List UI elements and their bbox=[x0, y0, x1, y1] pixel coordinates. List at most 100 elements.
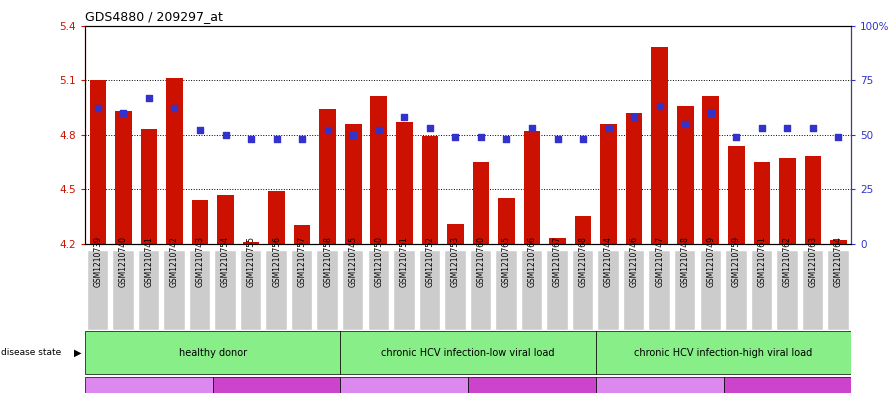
Point bbox=[703, 110, 718, 116]
Text: disease state: disease state bbox=[1, 349, 61, 357]
FancyBboxPatch shape bbox=[241, 251, 262, 330]
FancyBboxPatch shape bbox=[85, 376, 213, 393]
Bar bbox=[625, 113, 642, 244]
Bar bbox=[676, 105, 694, 244]
Point bbox=[678, 121, 693, 127]
Bar bbox=[498, 198, 515, 244]
Point bbox=[193, 127, 207, 133]
Point bbox=[397, 114, 411, 120]
Text: GSM1210741: GSM1210741 bbox=[144, 236, 153, 287]
Point bbox=[601, 125, 616, 131]
Bar bbox=[294, 226, 311, 244]
FancyBboxPatch shape bbox=[650, 251, 670, 330]
FancyBboxPatch shape bbox=[190, 251, 211, 330]
FancyBboxPatch shape bbox=[368, 251, 389, 330]
Bar bbox=[370, 96, 387, 244]
Point bbox=[474, 134, 488, 140]
Bar bbox=[805, 156, 822, 244]
Text: GSM1210739: GSM1210739 bbox=[93, 236, 102, 287]
Text: GSM1210747: GSM1210747 bbox=[655, 236, 664, 287]
FancyBboxPatch shape bbox=[215, 251, 236, 330]
FancyBboxPatch shape bbox=[828, 251, 849, 330]
Point bbox=[780, 125, 795, 131]
Bar bbox=[574, 217, 591, 244]
Text: GSM1210745: GSM1210745 bbox=[349, 236, 358, 287]
Point bbox=[423, 125, 437, 131]
FancyBboxPatch shape bbox=[85, 331, 340, 374]
Bar bbox=[192, 200, 209, 244]
Text: GSM1210757: GSM1210757 bbox=[297, 236, 306, 287]
Point bbox=[244, 136, 258, 142]
Point bbox=[652, 103, 667, 109]
Bar bbox=[345, 124, 362, 244]
Point bbox=[754, 125, 769, 131]
Point bbox=[627, 114, 642, 120]
Bar bbox=[115, 111, 132, 244]
Text: ▶: ▶ bbox=[73, 348, 81, 358]
Point bbox=[219, 131, 233, 138]
Bar bbox=[141, 129, 158, 244]
Text: GSM1210763: GSM1210763 bbox=[808, 236, 817, 287]
Point bbox=[295, 136, 309, 142]
FancyBboxPatch shape bbox=[496, 251, 517, 330]
Point bbox=[729, 134, 744, 140]
FancyBboxPatch shape bbox=[675, 251, 695, 330]
Point bbox=[499, 136, 513, 142]
Bar bbox=[523, 131, 540, 244]
Text: GSM1210756: GSM1210756 bbox=[272, 236, 281, 287]
FancyBboxPatch shape bbox=[724, 376, 851, 393]
FancyBboxPatch shape bbox=[88, 251, 108, 330]
Bar bbox=[600, 124, 617, 244]
FancyBboxPatch shape bbox=[521, 251, 542, 330]
Bar bbox=[90, 80, 107, 244]
Text: GDS4880 / 209297_at: GDS4880 / 209297_at bbox=[85, 10, 223, 23]
FancyBboxPatch shape bbox=[777, 251, 797, 330]
Point bbox=[116, 110, 131, 116]
Text: GSM1210752: GSM1210752 bbox=[426, 236, 435, 287]
Bar bbox=[830, 240, 847, 244]
Bar bbox=[728, 145, 745, 244]
Text: GSM1210768: GSM1210768 bbox=[579, 236, 588, 287]
Bar bbox=[217, 195, 234, 244]
Point bbox=[372, 127, 386, 133]
FancyBboxPatch shape bbox=[419, 251, 440, 330]
Text: GSM1210767: GSM1210767 bbox=[553, 236, 562, 287]
Point bbox=[831, 134, 846, 140]
FancyBboxPatch shape bbox=[573, 251, 593, 330]
FancyBboxPatch shape bbox=[599, 251, 619, 330]
FancyBboxPatch shape bbox=[164, 251, 185, 330]
Text: healthy donor: healthy donor bbox=[178, 348, 247, 358]
Point bbox=[142, 94, 156, 101]
Text: GSM1210740: GSM1210740 bbox=[119, 236, 128, 287]
Text: GSM1210759: GSM1210759 bbox=[732, 236, 741, 287]
Bar bbox=[702, 96, 719, 244]
Point bbox=[525, 125, 539, 131]
Bar bbox=[421, 136, 438, 244]
Text: GSM1210746: GSM1210746 bbox=[630, 236, 639, 287]
Text: GSM1210765: GSM1210765 bbox=[502, 236, 511, 287]
Bar bbox=[396, 122, 413, 244]
Text: GSM1210744: GSM1210744 bbox=[604, 236, 613, 287]
FancyBboxPatch shape bbox=[317, 251, 338, 330]
FancyBboxPatch shape bbox=[469, 376, 596, 393]
FancyBboxPatch shape bbox=[596, 331, 851, 374]
Point bbox=[806, 125, 820, 131]
Bar bbox=[166, 78, 183, 244]
FancyBboxPatch shape bbox=[113, 251, 134, 330]
Text: GSM1210748: GSM1210748 bbox=[681, 236, 690, 287]
Text: GSM1210758: GSM1210758 bbox=[323, 236, 332, 287]
FancyBboxPatch shape bbox=[139, 251, 159, 330]
Bar bbox=[243, 242, 260, 244]
FancyBboxPatch shape bbox=[292, 251, 313, 330]
Text: chronic HCV infection-low viral load: chronic HCV infection-low viral load bbox=[382, 348, 555, 358]
Text: GSM1210762: GSM1210762 bbox=[783, 236, 792, 287]
Text: GSM1210753: GSM1210753 bbox=[451, 236, 460, 287]
Text: GSM1210750: GSM1210750 bbox=[375, 236, 383, 287]
Bar bbox=[319, 109, 336, 244]
Point bbox=[168, 105, 182, 112]
Bar bbox=[754, 162, 771, 244]
Point bbox=[321, 127, 335, 133]
Text: GSM1210742: GSM1210742 bbox=[170, 236, 179, 287]
FancyBboxPatch shape bbox=[343, 251, 364, 330]
FancyBboxPatch shape bbox=[803, 251, 823, 330]
